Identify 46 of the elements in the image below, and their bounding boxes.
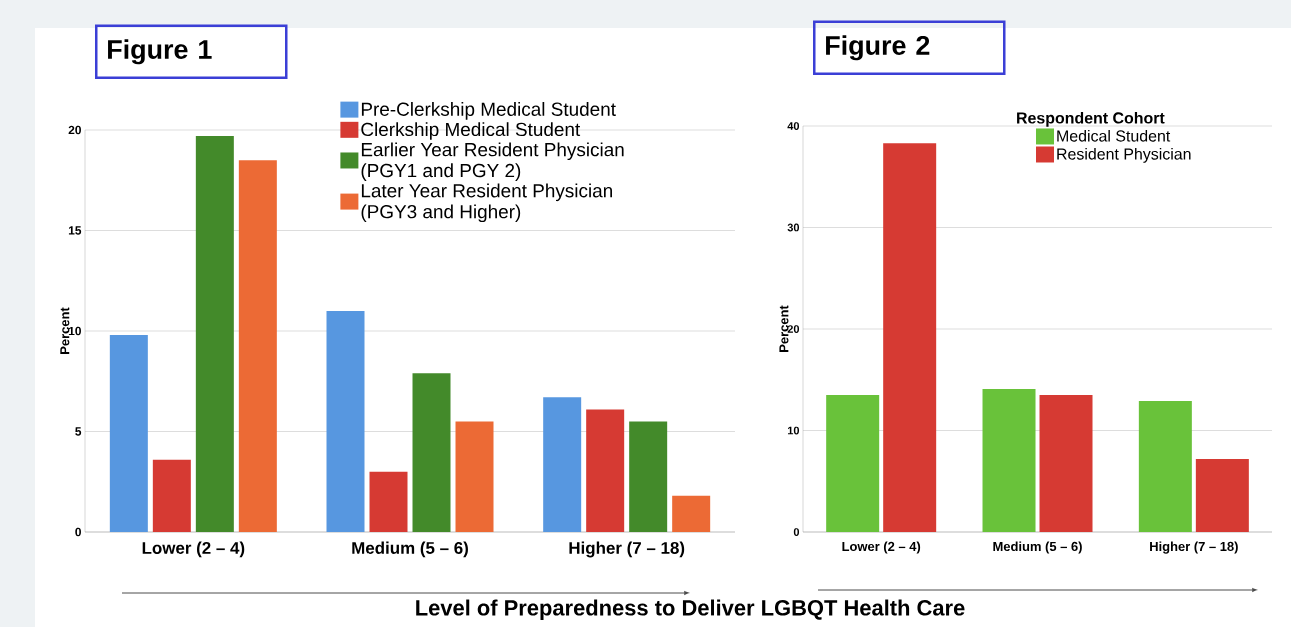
y-tick-label: 0 xyxy=(75,527,81,537)
bar xyxy=(195,136,234,532)
legend-label: Resident Physician xyxy=(1057,147,1191,163)
x-tick-label: Medium (5 – 6) xyxy=(352,541,468,558)
bar xyxy=(586,409,625,532)
legend-label: Pre-Clerkship Medical Student xyxy=(361,102,616,120)
x-axis-title: Level of Preparedness to Deliver LGBQT Health Care xyxy=(416,599,965,620)
y-tick-label: 20 xyxy=(787,325,800,333)
bar xyxy=(238,160,277,532)
y-tick-label: 20 xyxy=(68,125,81,135)
x-tick-label: Lower (2 – 4) xyxy=(842,541,921,554)
x-tick-label: Lower (2 – 4) xyxy=(142,541,245,558)
y-tick-label: 30 xyxy=(787,223,800,232)
y-tick-label: 10 xyxy=(787,426,800,435)
y-tick-label: 40 xyxy=(787,122,800,130)
bar xyxy=(152,459,191,532)
x-tick-label: Higher (7 – 18) xyxy=(569,541,685,558)
y-tick-label: 15 xyxy=(68,226,82,235)
bar xyxy=(412,373,451,532)
bar xyxy=(455,421,494,532)
bar xyxy=(326,310,365,532)
legend-label: Medical Student xyxy=(1057,129,1171,142)
y-tick-label: 5 xyxy=(75,427,82,436)
bar xyxy=(826,394,880,532)
chart-title: Figure 2 xyxy=(826,35,930,61)
legend-label: Later Year Resident Physician (PGY3 and Higher) xyxy=(361,183,612,223)
y-axis-title: Percent xyxy=(779,305,789,352)
legend-title: Respondent Cohort xyxy=(1017,111,1165,127)
bar xyxy=(982,388,1036,532)
bar xyxy=(543,397,582,532)
chart-title: Figure 1 xyxy=(108,39,212,65)
bar xyxy=(883,143,937,532)
bar xyxy=(1039,394,1093,532)
y-tick-label: 0 xyxy=(793,528,800,536)
bar xyxy=(369,471,408,532)
bar xyxy=(672,495,711,532)
x-tick-label: Medium (5 – 6) xyxy=(993,541,1082,554)
bar xyxy=(109,335,148,532)
bar xyxy=(1195,458,1249,532)
bar xyxy=(1138,401,1192,532)
bar xyxy=(629,421,668,532)
legend-label: Earlier Year Resident Physician (PGY1 and PGY 2) xyxy=(361,142,624,181)
y-tick-label: 10 xyxy=(68,326,81,336)
y-axis-title: Percent xyxy=(60,307,70,354)
legend-label: Clerkship Medical Student xyxy=(361,122,581,140)
x-tick-label: Higher (7 – 18) xyxy=(1150,541,1238,554)
